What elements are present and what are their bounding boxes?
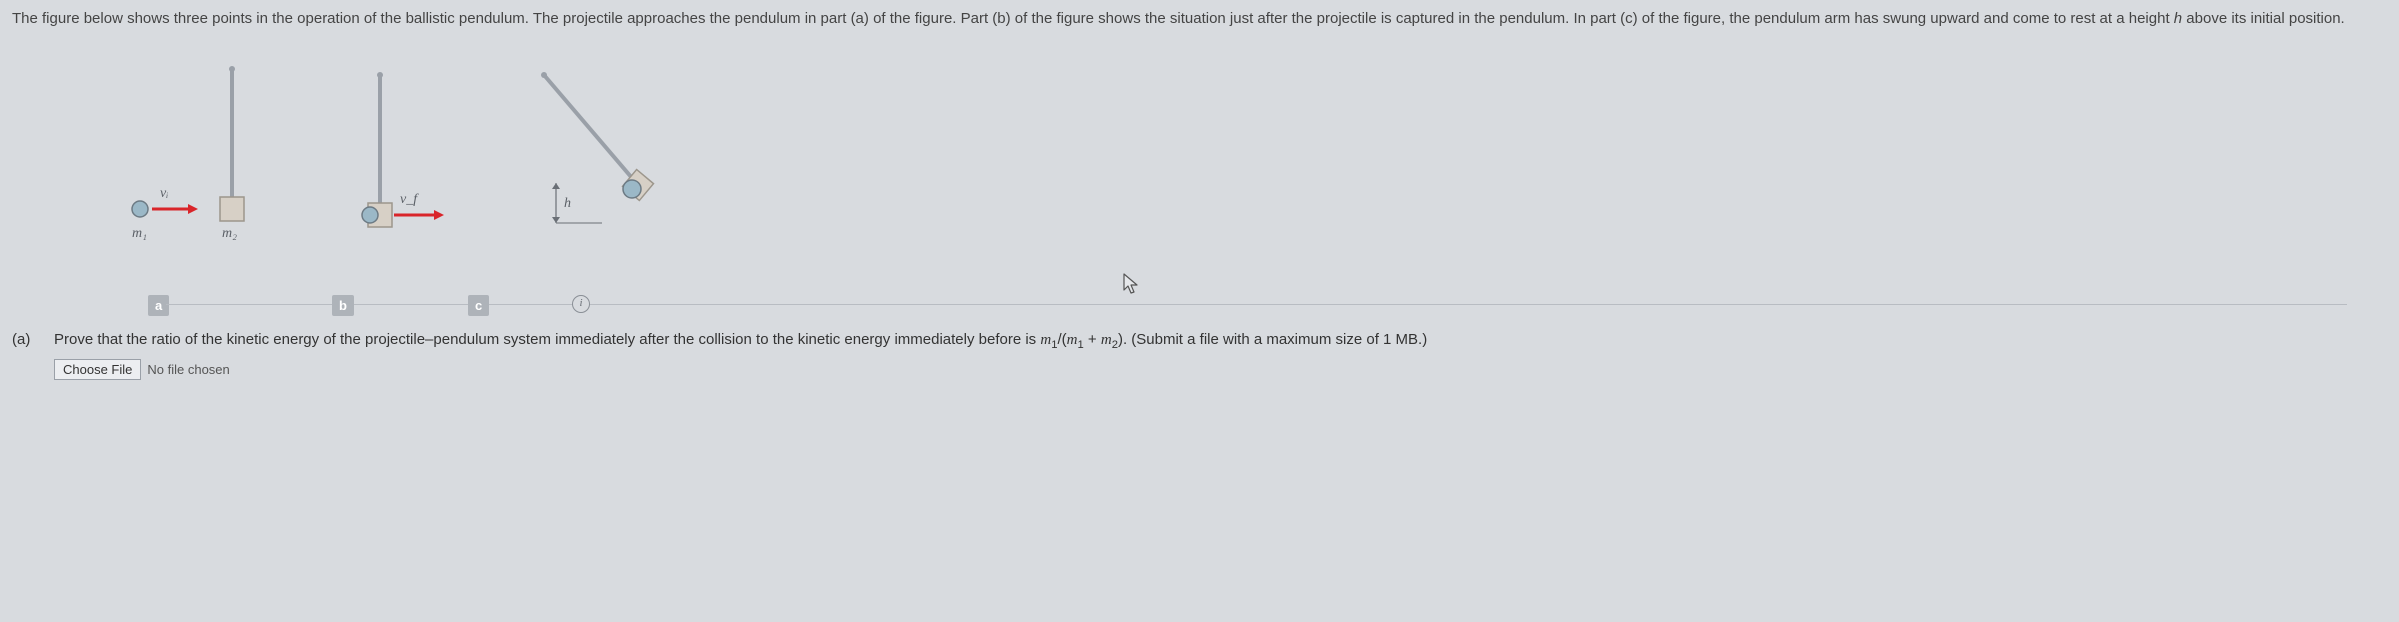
intro-text-after: above its initial position. (2182, 10, 2345, 27)
question-a-body: Prove that the ratio of the kinetic ener… (54, 329, 2387, 381)
panel-c-label: c (468, 295, 489, 317)
svg-text:v_f: v_f (400, 192, 419, 207)
divider-a (166, 304, 2347, 305)
file-status-text: No file chosen (147, 360, 229, 380)
figure-panel-c: h (522, 65, 682, 265)
svg-text:m₂: m₂ (222, 226, 237, 241)
file-upload-row: Choose File No file chosen (54, 359, 2387, 380)
question-a-label: (a) (12, 329, 40, 381)
svg-text:vᵢ: vᵢ (160, 186, 168, 201)
panel-c-svg: h (522, 65, 682, 265)
question-a-block: (a) Prove that the ratio of the kinetic … (12, 329, 2387, 381)
panel-b-label: b (332, 295, 354, 317)
qa-m1: m (1040, 332, 1051, 348)
panel-a-svg: vᵢ m₁ m₂ (122, 59, 282, 259)
qa-m2: m (1101, 332, 1112, 348)
qa-plus: + (1084, 331, 1101, 348)
qa-prompt-before: Prove that the ratio of the kinetic ener… (54, 331, 1040, 348)
figure-panel-a: vᵢ m₁ m₂ (122, 59, 282, 265)
intro-h-var: h (2174, 10, 2182, 27)
choose-file-button[interactable]: Choose File (54, 359, 141, 380)
qa-close: ). (1118, 331, 1127, 348)
panel-b-svg: v_f (342, 65, 462, 265)
qa-slash: /( (1057, 331, 1066, 348)
figure-panel-b: v_f (342, 65, 462, 265)
intro-text-before: The figure below shows three points in t… (12, 10, 2174, 27)
qa-m1b: m (1067, 332, 1078, 348)
info-icon[interactable]: i (572, 295, 590, 313)
problem-intro: The figure below shows three points in t… (12, 8, 2387, 31)
info-icon-glyph: i (579, 295, 582, 312)
svg-text:h: h (564, 196, 571, 211)
panel-a-label: a (148, 295, 169, 317)
figure-row: vᵢ m₁ m₂ v_f h (12, 49, 2387, 275)
svg-text:m₁: m₁ (132, 226, 147, 241)
mouse-cursor-icon (1122, 272, 1142, 298)
qa-prompt-after: (Submit a file with a maximum size of 1 … (1127, 331, 1427, 348)
